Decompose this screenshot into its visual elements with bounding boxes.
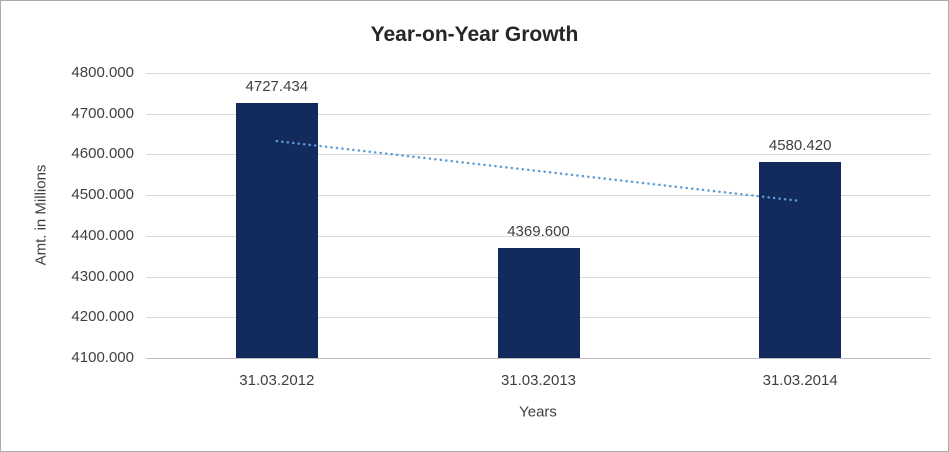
y-tick-label: 4100.000 [71, 349, 134, 366]
trendline [275, 139, 802, 203]
gridline [146, 113, 931, 115]
bar [497, 248, 580, 358]
y-axis-title: Amt. in Millions [32, 164, 50, 266]
bar-value-label: 4727.434 [245, 77, 309, 95]
y-tick-label: 4200.000 [71, 308, 134, 326]
x-tick-label: 31.03.2013 [500, 372, 577, 389]
bar-value-label: 4369.600 [507, 223, 570, 241]
gridline [146, 235, 931, 237]
bar [759, 162, 842, 358]
y-tick-label: 4500.000 [71, 186, 134, 204]
chart-title: Year-on-Year Growth [370, 23, 579, 46]
x-tick-label: 31.03.2014 [762, 372, 838, 389]
bar [235, 102, 318, 358]
y-tick-label: 4700.000 [71, 104, 134, 122]
y-tick-label: 4800.000 [71, 64, 134, 81]
x-tick-label: 31.03.2012 [239, 372, 315, 389]
bar-value-label: 4580.420 [768, 137, 832, 155]
gridline [146, 73, 931, 74]
y-tick-label: 4600.000 [71, 145, 134, 163]
x-axis-line [146, 358, 931, 359]
y-tick-label: 4400.000 [71, 226, 134, 244]
y-tick-label: 4300.000 [71, 267, 134, 285]
x-axis-title: Years [519, 403, 557, 421]
